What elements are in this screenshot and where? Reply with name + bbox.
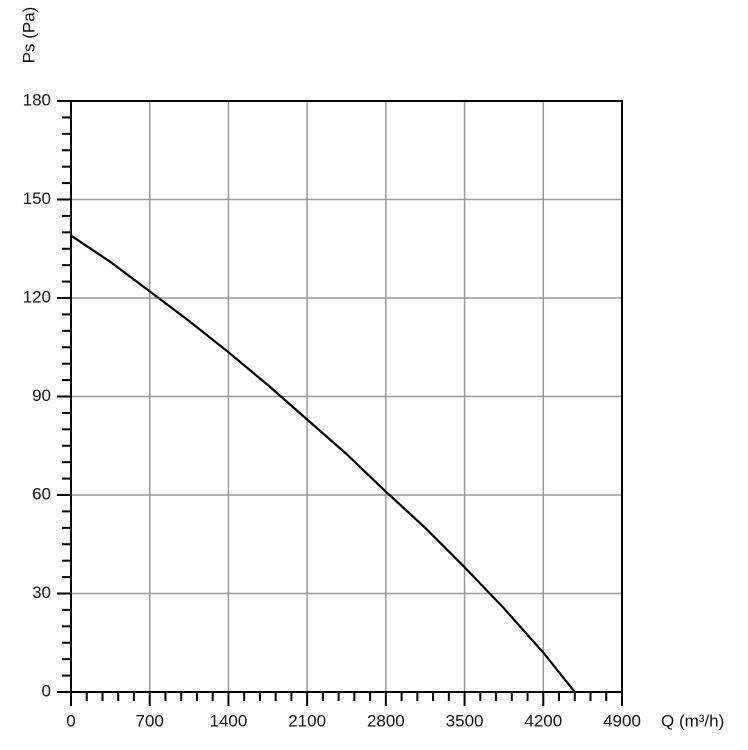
y-tick-label: 60 — [32, 484, 51, 503]
plot-frame — [70, 100, 623, 693]
x-tick-label: 2800 — [367, 711, 405, 730]
y-tick-label: 120 — [23, 287, 51, 306]
y-tick-label: 180 — [23, 90, 51, 109]
x-tick-label: 2100 — [288, 711, 326, 730]
x-tick-label: 3500 — [446, 711, 484, 730]
y-axis-label: Ps (Pa) — [19, 7, 38, 64]
x-tick-label: 1400 — [210, 711, 248, 730]
x-tick-label: 4900 — [603, 711, 641, 730]
x-axis-label: Q (m³/h) — [661, 711, 724, 730]
curve — [70, 234, 576, 693]
x-tick-label: 700 — [136, 711, 164, 730]
y-tick-label: 90 — [32, 386, 51, 405]
y-tick-label: 30 — [32, 583, 51, 602]
y-tick-label: 0 — [42, 681, 51, 700]
x-tick-label: 0 — [66, 711, 75, 730]
x-tick-label: 4200 — [524, 711, 562, 730]
y-tick-label: 150 — [23, 189, 51, 208]
